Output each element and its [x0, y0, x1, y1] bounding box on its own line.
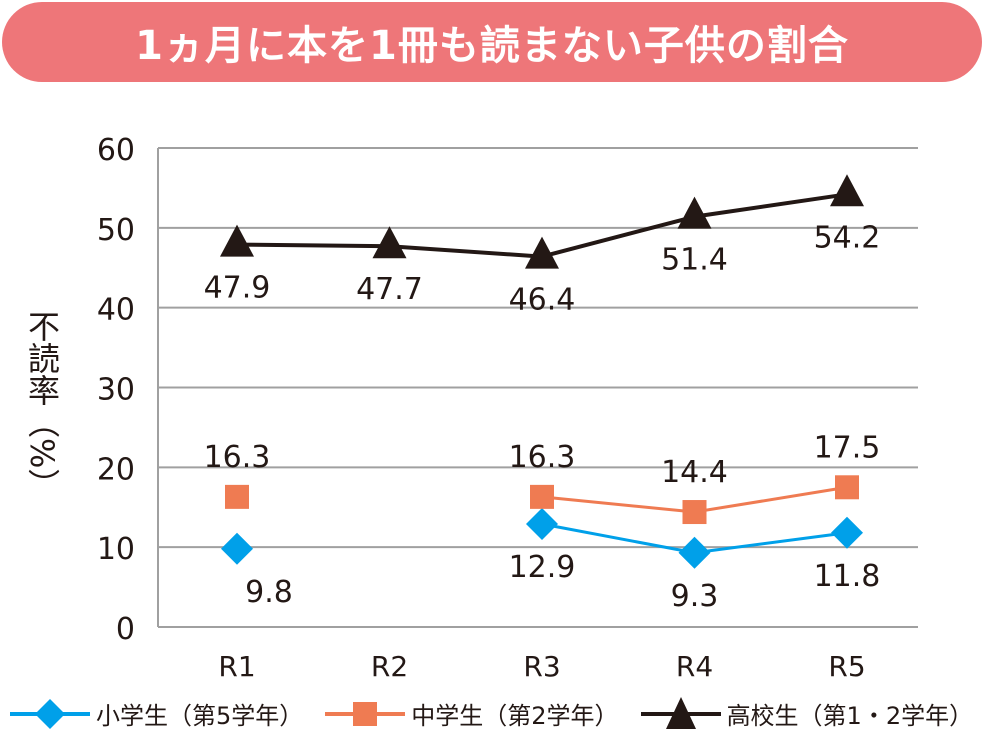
- series-line-segment: [236, 242, 390, 249]
- data-label: 46.4: [509, 283, 576, 318]
- series-line-segment: [694, 192, 848, 219]
- series-line-segment: [694, 485, 848, 514]
- data-point-square: [225, 484, 249, 509]
- data-label: 12.9: [509, 550, 576, 585]
- y-tick-label: 20: [97, 452, 135, 487]
- legend-label: 高校生（第1・2学年）: [726, 702, 974, 730]
- data-point-triangle: [372, 226, 407, 259]
- series-line-segment: [541, 522, 695, 555]
- series-line-segment: [541, 495, 695, 514]
- data-point-square: [835, 475, 859, 500]
- x-tick-label: R4: [676, 650, 713, 683]
- legend-square-icon: [325, 701, 406, 726]
- legend-triangle-icon: [640, 696, 721, 729]
- data-point-diamond: [526, 508, 558, 541]
- legend-item: 中学生（第2学年）: [325, 696, 619, 731]
- series-line-segment: [389, 244, 543, 259]
- data-label: 51.4: [661, 243, 728, 278]
- data-label: 54.2: [814, 220, 881, 255]
- data-label: 17.5: [814, 430, 881, 465]
- data-label: 47.7: [356, 272, 423, 307]
- y-tick-label: 40: [97, 293, 135, 328]
- data-point-diamond: [831, 516, 863, 549]
- data-label: 47.9: [204, 271, 271, 306]
- data-point-square: [530, 484, 554, 509]
- y-tick-label: 0: [116, 612, 135, 647]
- data-point-diamond: [678, 536, 711, 569]
- x-tick-label: R3: [523, 650, 560, 683]
- data-point-triangle: [525, 236, 559, 269]
- series-line-segment: [541, 214, 696, 259]
- legend-diamond-icon: [10, 698, 90, 729]
- data-point-diamond: [221, 532, 253, 565]
- data-label: 9.8: [245, 575, 293, 610]
- data-point-triangle: [830, 174, 864, 207]
- data-label: 16.3: [204, 440, 271, 475]
- chart-title: 1ヵ月に本を1冊も読まない子供の割合: [2, 2, 982, 82]
- data-label: 16.3: [509, 440, 576, 475]
- series-line-segment: [694, 531, 848, 555]
- legend-label: 小学生（第5学年）: [96, 702, 304, 730]
- legend: 小学生（第5学年） 中学生（第2学年） 高校生（第1・2学年）: [10, 696, 973, 731]
- legend-item: 高校生（第1・2学年）: [640, 696, 974, 731]
- x-tick-label: R1: [218, 650, 255, 683]
- legend-item: 小学生（第5学年）: [10, 696, 303, 731]
- data-point-triangle: [677, 196, 712, 229]
- data-label: 9.3: [671, 579, 719, 614]
- y-tick-label: 30: [97, 373, 135, 408]
- legend-label: 中学生（第2学年）: [411, 702, 619, 730]
- x-tick-label: R2: [371, 650, 408, 683]
- y-tick-label: 10: [97, 532, 135, 567]
- x-tick-label: R5: [828, 650, 865, 683]
- data-label: 11.8: [814, 559, 881, 594]
- data-point-triangle: [220, 224, 254, 257]
- data-point-square: [682, 500, 707, 525]
- y-tick-label: 60: [97, 133, 135, 168]
- data-label: 14.4: [661, 455, 728, 490]
- y-axis-label: 不読率（%）: [23, 310, 61, 501]
- y-tick-label: 50: [97, 213, 135, 248]
